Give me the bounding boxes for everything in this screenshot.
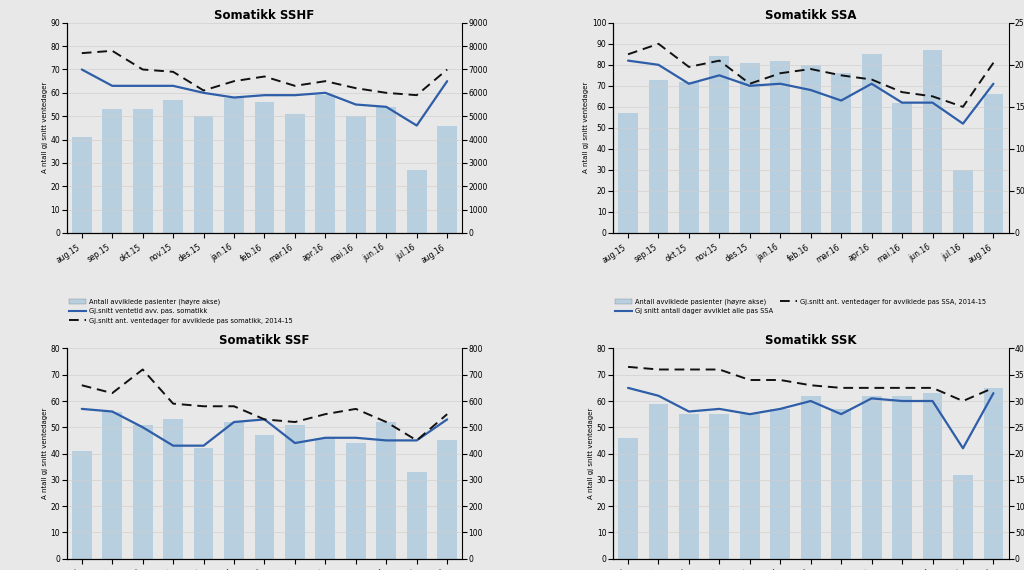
Bar bbox=[377, 107, 396, 233]
Bar bbox=[315, 438, 335, 559]
Bar bbox=[801, 396, 820, 559]
Bar bbox=[346, 443, 366, 559]
Title: Somatikk SSK: Somatikk SSK bbox=[765, 335, 856, 347]
Bar bbox=[133, 425, 153, 559]
Bar bbox=[923, 393, 942, 559]
Bar bbox=[831, 73, 851, 233]
Title: Somatikk SSHF: Somatikk SSHF bbox=[214, 9, 314, 22]
Bar bbox=[710, 414, 729, 559]
Bar bbox=[831, 409, 851, 559]
Bar bbox=[648, 80, 669, 233]
Bar bbox=[163, 100, 183, 233]
Bar bbox=[648, 404, 669, 559]
Bar bbox=[923, 50, 942, 233]
Legend: Antall avviklede pasienter (høyre akse), Gj snitt antall dager avviklet alle pas: Antall avviklede pasienter (høyre akse),… bbox=[612, 296, 989, 317]
Bar bbox=[133, 109, 153, 233]
Bar bbox=[983, 388, 1004, 559]
Bar bbox=[224, 97, 244, 233]
Bar bbox=[740, 63, 760, 233]
Bar bbox=[255, 102, 274, 233]
Bar bbox=[285, 114, 305, 233]
Bar bbox=[862, 396, 882, 559]
Bar bbox=[407, 472, 427, 559]
Bar bbox=[618, 113, 638, 233]
Bar bbox=[102, 109, 122, 233]
Bar bbox=[315, 95, 335, 233]
Bar bbox=[953, 170, 973, 233]
Bar bbox=[285, 425, 305, 559]
Bar bbox=[953, 475, 973, 559]
Bar bbox=[346, 116, 366, 233]
Bar bbox=[801, 65, 820, 233]
Bar bbox=[224, 422, 244, 559]
Bar bbox=[983, 94, 1004, 233]
Bar bbox=[618, 438, 638, 559]
Bar bbox=[255, 435, 274, 559]
Bar bbox=[679, 414, 698, 559]
Bar bbox=[892, 396, 912, 559]
Y-axis label: A ntall gj snitt ventedager: A ntall gj snitt ventedager bbox=[42, 82, 48, 173]
Y-axis label: A ntall gj snitt ventedager: A ntall gj snitt ventedager bbox=[588, 408, 594, 499]
Bar bbox=[437, 125, 457, 233]
Bar bbox=[407, 170, 427, 233]
Bar bbox=[194, 448, 213, 559]
Bar bbox=[377, 422, 396, 559]
Y-axis label: A ntall gj snitt ventedager: A ntall gj snitt ventedager bbox=[42, 408, 48, 499]
Bar bbox=[72, 137, 92, 233]
Bar bbox=[72, 451, 92, 559]
Bar bbox=[102, 412, 122, 559]
Bar bbox=[437, 441, 457, 559]
Y-axis label: A ntall gj snitt ventedager: A ntall gj snitt ventedager bbox=[584, 82, 589, 173]
Bar bbox=[679, 82, 698, 233]
Bar bbox=[194, 116, 213, 233]
Title: Somatikk SSA: Somatikk SSA bbox=[765, 9, 856, 22]
Bar bbox=[770, 409, 791, 559]
Bar bbox=[862, 54, 882, 233]
Bar bbox=[740, 414, 760, 559]
Legend: Antall avviklede pasienter (høyre akse), Gj.snitt ventetid avv. pas. somatikk, G: Antall avviklede pasienter (høyre akse),… bbox=[67, 296, 296, 327]
Bar bbox=[710, 56, 729, 233]
Bar bbox=[892, 103, 912, 233]
Title: Somatikk SSF: Somatikk SSF bbox=[219, 335, 309, 347]
Bar bbox=[770, 60, 791, 233]
Bar bbox=[163, 420, 183, 559]
